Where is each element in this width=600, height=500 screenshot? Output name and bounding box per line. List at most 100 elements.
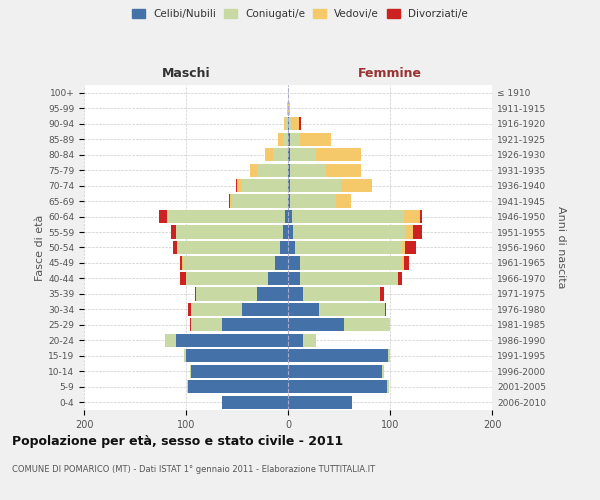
Bar bbox=[285, 210, 288, 223]
Bar bbox=[289, 117, 291, 130]
Bar bbox=[288, 117, 289, 130]
Bar bbox=[242, 179, 288, 192]
Bar bbox=[344, 318, 390, 332]
Bar bbox=[232, 194, 288, 207]
Bar bbox=[191, 364, 288, 378]
Legend: Celibi/Nubili, Coniugati/e, Vedovi/e, Divorziati/e: Celibi/Nubili, Coniugati/e, Vedovi/e, Di… bbox=[128, 5, 472, 24]
Bar bbox=[288, 241, 295, 254]
Bar bbox=[288, 272, 300, 285]
Bar bbox=[176, 334, 288, 347]
Bar bbox=[288, 396, 352, 409]
Bar bbox=[404, 210, 419, 223]
Bar bbox=[275, 256, 288, 270]
Bar bbox=[166, 334, 176, 347]
Bar bbox=[290, 148, 316, 161]
Bar bbox=[284, 117, 286, 130]
Bar bbox=[304, 288, 380, 300]
Bar bbox=[188, 380, 288, 394]
Bar bbox=[326, 164, 361, 176]
Bar bbox=[288, 318, 344, 332]
Bar bbox=[283, 132, 288, 145]
Bar bbox=[190, 318, 191, 332]
Bar bbox=[402, 241, 406, 254]
Bar bbox=[288, 364, 382, 378]
Bar bbox=[160, 210, 167, 223]
Bar bbox=[299, 117, 301, 130]
Bar bbox=[177, 241, 178, 254]
Bar bbox=[300, 272, 397, 285]
Text: Popolazione per età, sesso e stato civile - 2011: Popolazione per età, sesso e stato civil… bbox=[12, 435, 343, 448]
Bar bbox=[229, 194, 230, 207]
Bar bbox=[288, 102, 290, 115]
Bar bbox=[385, 303, 386, 316]
Bar bbox=[184, 350, 186, 362]
Bar bbox=[188, 303, 191, 316]
Bar bbox=[406, 241, 416, 254]
Bar bbox=[186, 350, 288, 362]
Bar bbox=[288, 148, 290, 161]
Bar bbox=[190, 364, 191, 378]
Bar bbox=[186, 272, 268, 285]
Bar bbox=[288, 164, 290, 176]
Bar bbox=[195, 288, 196, 300]
Text: Femmine: Femmine bbox=[358, 67, 422, 80]
Bar bbox=[288, 226, 293, 238]
Bar bbox=[397, 272, 398, 285]
Bar bbox=[288, 179, 290, 192]
Bar bbox=[288, 194, 290, 207]
Text: COMUNE DI POMARICO (MT) - Dati ISTAT 1° gennaio 2011 - Elaborazione TUTTITALIA.I: COMUNE DI POMARICO (MT) - Dati ISTAT 1° … bbox=[12, 465, 375, 474]
Bar bbox=[336, 194, 351, 207]
Y-axis label: Anni di nascita: Anni di nascita bbox=[556, 206, 566, 288]
Bar bbox=[191, 318, 222, 332]
Bar bbox=[398, 272, 402, 285]
Bar bbox=[222, 396, 288, 409]
Bar bbox=[191, 303, 242, 316]
Bar bbox=[287, 102, 288, 115]
Bar bbox=[180, 272, 186, 285]
Bar bbox=[288, 256, 300, 270]
Bar bbox=[290, 132, 300, 145]
Bar bbox=[291, 117, 299, 130]
Bar bbox=[293, 226, 406, 238]
Bar bbox=[187, 380, 188, 394]
Bar bbox=[288, 303, 319, 316]
Bar bbox=[176, 226, 283, 238]
Bar bbox=[250, 164, 257, 176]
Bar bbox=[286, 117, 288, 130]
Bar bbox=[180, 256, 182, 270]
Bar bbox=[380, 288, 384, 300]
Bar bbox=[288, 132, 290, 145]
Bar bbox=[222, 318, 288, 332]
Bar bbox=[273, 148, 288, 161]
Bar bbox=[242, 303, 288, 316]
Bar bbox=[167, 210, 285, 223]
Bar bbox=[257, 288, 288, 300]
Bar bbox=[387, 380, 389, 394]
Bar bbox=[304, 334, 316, 347]
Bar bbox=[182, 256, 183, 270]
Bar bbox=[290, 179, 341, 192]
Bar bbox=[419, 210, 422, 223]
Bar bbox=[283, 226, 288, 238]
Bar bbox=[268, 272, 288, 285]
Bar bbox=[288, 288, 304, 300]
Bar bbox=[413, 226, 422, 238]
Bar bbox=[280, 241, 288, 254]
Bar bbox=[257, 164, 288, 176]
Bar bbox=[300, 132, 331, 145]
Bar bbox=[404, 256, 409, 270]
Bar bbox=[196, 288, 257, 300]
Bar bbox=[237, 179, 242, 192]
Bar bbox=[173, 241, 177, 254]
Bar bbox=[288, 350, 388, 362]
Bar bbox=[300, 256, 402, 270]
Bar bbox=[178, 241, 280, 254]
Bar bbox=[402, 256, 404, 270]
Bar bbox=[236, 179, 237, 192]
Text: Maschi: Maschi bbox=[161, 67, 211, 80]
Bar bbox=[290, 194, 336, 207]
Bar bbox=[290, 164, 326, 176]
Y-axis label: Fasce di età: Fasce di età bbox=[35, 214, 45, 280]
Bar bbox=[171, 226, 176, 238]
Bar bbox=[288, 334, 304, 347]
